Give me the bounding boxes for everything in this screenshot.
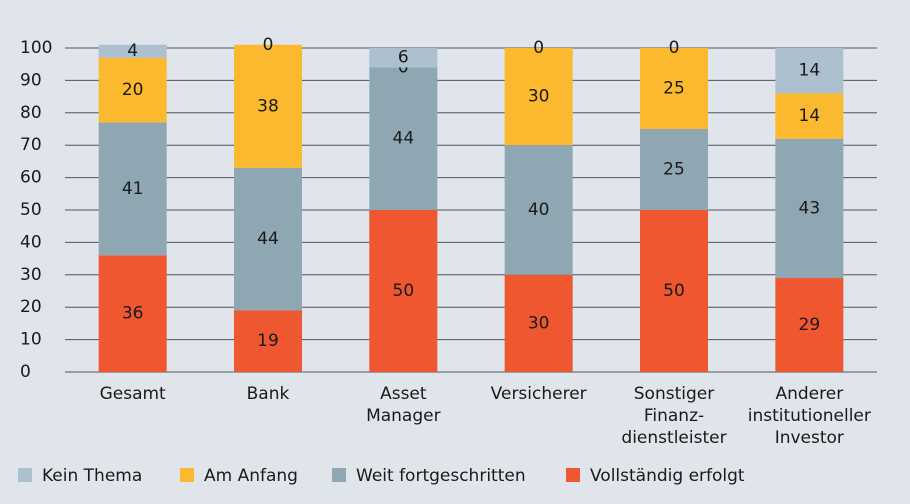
value-label: 44: [393, 129, 415, 149]
bar-segment: [98, 255, 167, 372]
bar-segment: [640, 48, 708, 129]
x-tick-label: Bank: [247, 384, 290, 404]
x-tick-label: Asset Manager: [366, 384, 441, 426]
value-label: 50: [663, 281, 685, 301]
bar-segment: [504, 48, 573, 146]
value-label: 30: [528, 87, 550, 107]
value-label: 0: [263, 35, 274, 55]
x-tick-label-line: Gesamt: [100, 384, 166, 404]
legend-label: Weit fortgeschritten: [356, 466, 526, 486]
bar-segment: [98, 122, 167, 256]
value-label: 38: [257, 96, 279, 116]
value-label: 0: [533, 38, 544, 58]
x-tick-label-line: Versicherer: [491, 384, 587, 404]
y-tick-label: 100: [20, 38, 52, 58]
bar-segment: [775, 93, 844, 139]
value-label: 43: [799, 198, 821, 218]
legend-label: Am Anfang: [204, 466, 298, 486]
legend-swatch: [566, 468, 580, 482]
bar-segment: [775, 138, 844, 279]
value-label: 0: [669, 38, 680, 58]
value-label: 41: [122, 179, 144, 199]
bar-segment: [98, 57, 167, 123]
y-tick-label: 90: [20, 70, 42, 90]
value-label: 50: [393, 281, 415, 301]
y-tick-label: 70: [20, 135, 42, 155]
bar-segment: [369, 67, 438, 210]
value-label: 36: [122, 304, 144, 324]
value-label: 14: [799, 106, 821, 126]
bar-segment: [98, 44, 167, 58]
value-label: 44: [257, 229, 279, 249]
value-label: 4: [127, 41, 138, 61]
value-label: 30: [528, 313, 550, 333]
x-tick-label-line: Finanz-: [644, 406, 704, 426]
value-label: 29: [799, 315, 821, 335]
value-label: 25: [663, 160, 685, 180]
y-tick-label: 30: [20, 265, 42, 285]
x-tick-label-line: dienstleister: [621, 428, 726, 448]
value-label: 19: [257, 331, 279, 351]
bar-segment: [640, 129, 708, 210]
x-tick-label: Versicherer: [491, 384, 587, 404]
bar-segment: [369, 210, 438, 372]
y-tick-label: 50: [20, 200, 42, 220]
x-tick-label-line: Anderer: [775, 384, 843, 404]
bar-segment: [640, 210, 708, 372]
bar-segment: [369, 48, 438, 68]
x-tick-label: Sonstiger Finanz-dienstleister: [621, 384, 726, 448]
legend-label: Kein Thema: [42, 466, 142, 486]
bar-segment: [234, 167, 302, 311]
value-label: 6: [398, 48, 409, 68]
value-label: 40: [528, 200, 550, 220]
x-tick-label-line: Investor: [775, 428, 844, 448]
value-label: 14: [799, 61, 821, 81]
y-tick-label: 10: [20, 330, 42, 350]
legend-swatch: [180, 468, 194, 482]
bar-segment: [504, 145, 573, 275]
bar-segment: [234, 310, 302, 372]
x-tick-label: Gesamt: [100, 384, 166, 404]
legend-label: Vollständig erfolgt: [590, 466, 745, 486]
y-tick-label: 60: [20, 168, 42, 188]
value-label: 20: [122, 80, 144, 100]
legend-swatch: [18, 468, 32, 482]
bar-segment: [234, 44, 302, 168]
value-label: 25: [663, 79, 685, 99]
bar-segment: [775, 278, 844, 372]
x-tick-label-line: institutioneller: [748, 406, 871, 426]
x-tick-label: Anderer institutioneller Investor: [748, 384, 871, 448]
bar-segment: [775, 48, 844, 94]
legend-swatch: [332, 468, 346, 482]
y-tick-label: 20: [20, 297, 42, 317]
x-tick-label-line: Asset: [380, 384, 427, 404]
x-tick-label-line: Sonstiger: [634, 384, 714, 404]
bar-segment: [504, 274, 573, 372]
x-tick-label-line: Bank: [247, 384, 290, 404]
x-tick-label-line: Manager: [366, 406, 441, 426]
y-tick-label: 80: [20, 103, 42, 123]
y-tick-label: 40: [20, 232, 42, 252]
y-tick-label: 0: [20, 362, 31, 382]
